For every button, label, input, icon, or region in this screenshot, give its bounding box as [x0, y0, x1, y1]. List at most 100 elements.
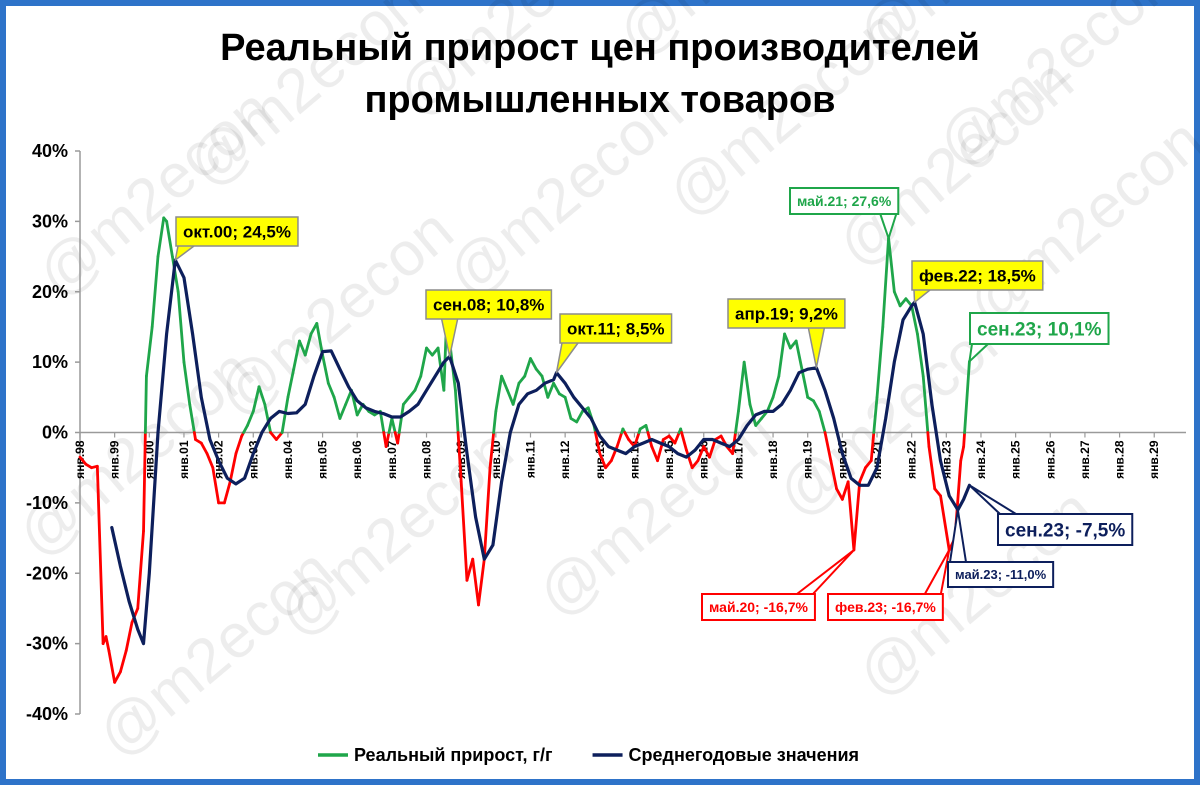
series-real-growth-segment [303, 332, 313, 357]
x-tick-label: янв.27 [1078, 440, 1092, 479]
series-real-growth-segment [748, 402, 758, 427]
data-callout-pointer [555, 342, 579, 374]
series-real-growth-segment [269, 431, 278, 441]
series-real-growth-segment [165, 219, 174, 258]
series-real-growth-segment [211, 466, 221, 505]
series-real-growth-segment [563, 395, 573, 420]
series-real-growth-segment [517, 374, 527, 385]
x-tick-label: янв.29 [1147, 440, 1161, 479]
series-real-growth-segment [685, 448, 694, 470]
x-tick-label: янв.05 [316, 440, 330, 479]
series-real-growth-segment [263, 402, 272, 434]
series-real-growth-segment [794, 339, 804, 371]
series-real-growth-segment [650, 445, 659, 463]
series-real-growth-segment [846, 480, 856, 552]
data-callout-label: окт.11; 8,5% [567, 320, 665, 339]
series-real-growth-segment [332, 395, 342, 420]
y-tick-label: -20% [26, 563, 68, 583]
series-real-growth-segment [916, 332, 925, 378]
y-tick-label: 40% [32, 141, 68, 161]
series-real-growth-segment [145, 325, 154, 378]
series-real-growth-segment [95, 464, 105, 646]
series-real-growth-segment [390, 417, 397, 434]
legend-label: Среднегодовые значения [629, 745, 859, 765]
series-real-growth-segment [696, 445, 706, 463]
x-axis: янв.98 янв.99 янв.00 янв.01 янв.02 янв.03 янв.… [73, 431, 1186, 479]
series-real-growth-segment [546, 381, 555, 399]
series-real-growth-segment [615, 431, 624, 448]
watermark-text: @m2econ [85, 536, 347, 771]
data-callout-label: апр.19; 9,2% [735, 305, 838, 324]
x-tick-label: янв.09 [454, 440, 468, 479]
data-callout-label: фев.23; -16,7% [835, 599, 936, 615]
series-real-growth-segment [78, 455, 88, 466]
series-real-growth-segment [124, 621, 134, 653]
data-callout-pointer [807, 327, 826, 369]
x-tick-label: янв.98 [73, 440, 87, 479]
data-callout-label: сен.23; 10,1% [977, 319, 1102, 340]
series-annual-average-line [110, 258, 971, 646]
series-real-growth-segment [292, 339, 301, 371]
series-real-growth-segment [594, 431, 602, 456]
series-real-growth-segment [933, 487, 942, 498]
series-real-growth-segment [222, 480, 232, 505]
series-real-growth-segment [552, 381, 561, 396]
y-axis: -40% -30% -20% -10% 0% 10% 20% 30% 40% [26, 141, 81, 724]
series-real-growth-segment [887, 236, 896, 294]
data-callout: май.20; -16,7% [701, 549, 855, 621]
data-callout-box [827, 593, 944, 621]
series-real-growth-segment [690, 459, 700, 470]
series-real-growth-segment [598, 452, 607, 470]
y-tick-label: 0% [42, 423, 68, 443]
series-real-growth-segment [419, 346, 428, 378]
series-real-growth-segment [737, 360, 746, 413]
series-real-growth-segment [246, 409, 255, 427]
series-real-growth-segment [413, 374, 423, 392]
legend-entry: Среднегодовые значения [592, 745, 859, 765]
data-callout-label: сен.23; -7,5% [1005, 520, 1125, 541]
series-real-growth-segment [119, 649, 128, 674]
x-tick-label: янв.07 [385, 440, 399, 479]
series-real-growth-segment [156, 216, 166, 258]
series-real-growth-segment [107, 649, 117, 684]
series-real-growth-segment [963, 360, 971, 434]
series-real-growth-segment [734, 409, 740, 434]
x-tick-label: янв.18 [766, 440, 780, 479]
series-real-growth-segment [673, 431, 681, 445]
series-real-growth-segment [771, 374, 781, 399]
series-real-growth-segment [680, 431, 688, 452]
series-real-growth-segment [852, 480, 862, 552]
series-real-growth-segment [939, 494, 951, 552]
series-real-growth-segment [234, 434, 244, 456]
data-callout-pointer [968, 484, 1017, 515]
series-real-growth-segment [482, 466, 492, 561]
data-callout: май.23; -11,0% [947, 508, 1055, 588]
series-real-growth-segment [298, 339, 307, 357]
series-real-growth-segment [171, 255, 180, 294]
chart-title-line-2: промышленных товаров [364, 79, 835, 121]
series-real-growth-segment [604, 459, 613, 470]
series-real-growth-segment [872, 395, 879, 434]
y-tick-label: -40% [26, 704, 68, 724]
series-real-growth-segment [315, 322, 324, 357]
series-real-growth-segment [397, 402, 405, 434]
series-real-growth-segment [529, 357, 538, 371]
series-real-growth-segment [326, 381, 336, 399]
series-real-growth-segment [454, 388, 460, 434]
series-real-growth-segment [338, 402, 348, 420]
x-tick-label: янв.03 [246, 440, 260, 479]
data-callout-label: май.20; -16,7% [709, 599, 808, 615]
x-tick-label: янв.22 [905, 440, 919, 479]
x-tick-label: янв.17 [731, 440, 745, 479]
series-real-growth-segment [910, 304, 919, 336]
x-tick-label: янв.16 [697, 440, 711, 479]
series-real-growth-segment [500, 374, 509, 392]
data-callout-label: фев.22; 18,5% [919, 267, 1036, 286]
data-callout: май.21; 27,6% [789, 187, 900, 240]
series-real-growth-segment [176, 290, 186, 364]
x-tick-label: янв.24 [974, 440, 988, 479]
data-callout-box [701, 593, 816, 621]
series-real-growth-segment [754, 417, 763, 427]
data-callout-pointer [440, 318, 459, 358]
